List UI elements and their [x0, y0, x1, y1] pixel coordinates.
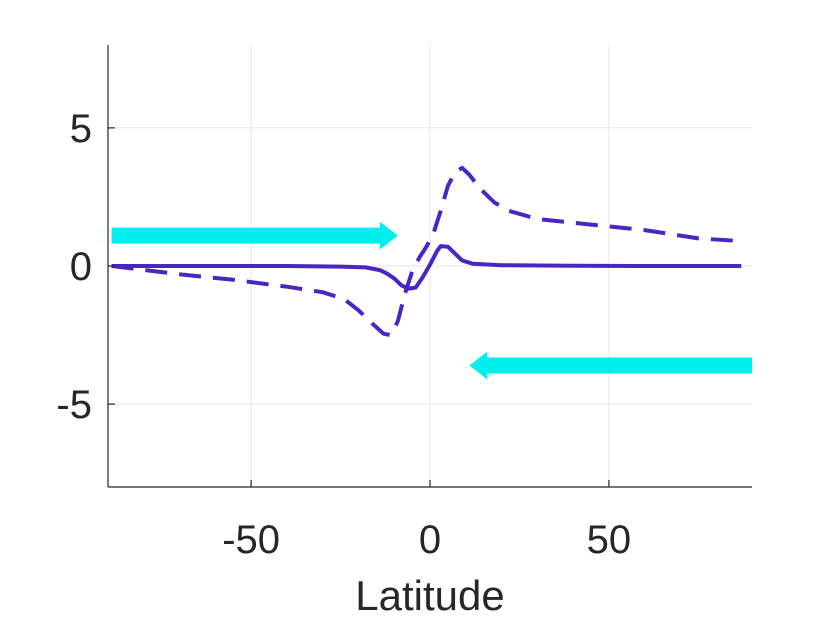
x-axis-label: Latitude [355, 572, 504, 619]
arrow-left [469, 351, 752, 380]
series-line-solid [111, 244, 742, 291]
arrow-right [111, 221, 398, 250]
axes [107, 45, 752, 488]
x-tick-label: 50 [587, 518, 632, 562]
y-tick-label: 5 [70, 107, 92, 151]
direction-arrows [111, 221, 752, 380]
x-tick-label: 0 [419, 518, 441, 562]
y-tick-label: 0 [70, 245, 92, 289]
series-line-dashed [111, 165, 742, 338]
series-lines [111, 165, 742, 338]
x-tick-label: -50 [222, 518, 280, 562]
y-tick-label: -5 [56, 383, 92, 427]
tick-labels: -50 0 50-505 [56, 107, 631, 562]
